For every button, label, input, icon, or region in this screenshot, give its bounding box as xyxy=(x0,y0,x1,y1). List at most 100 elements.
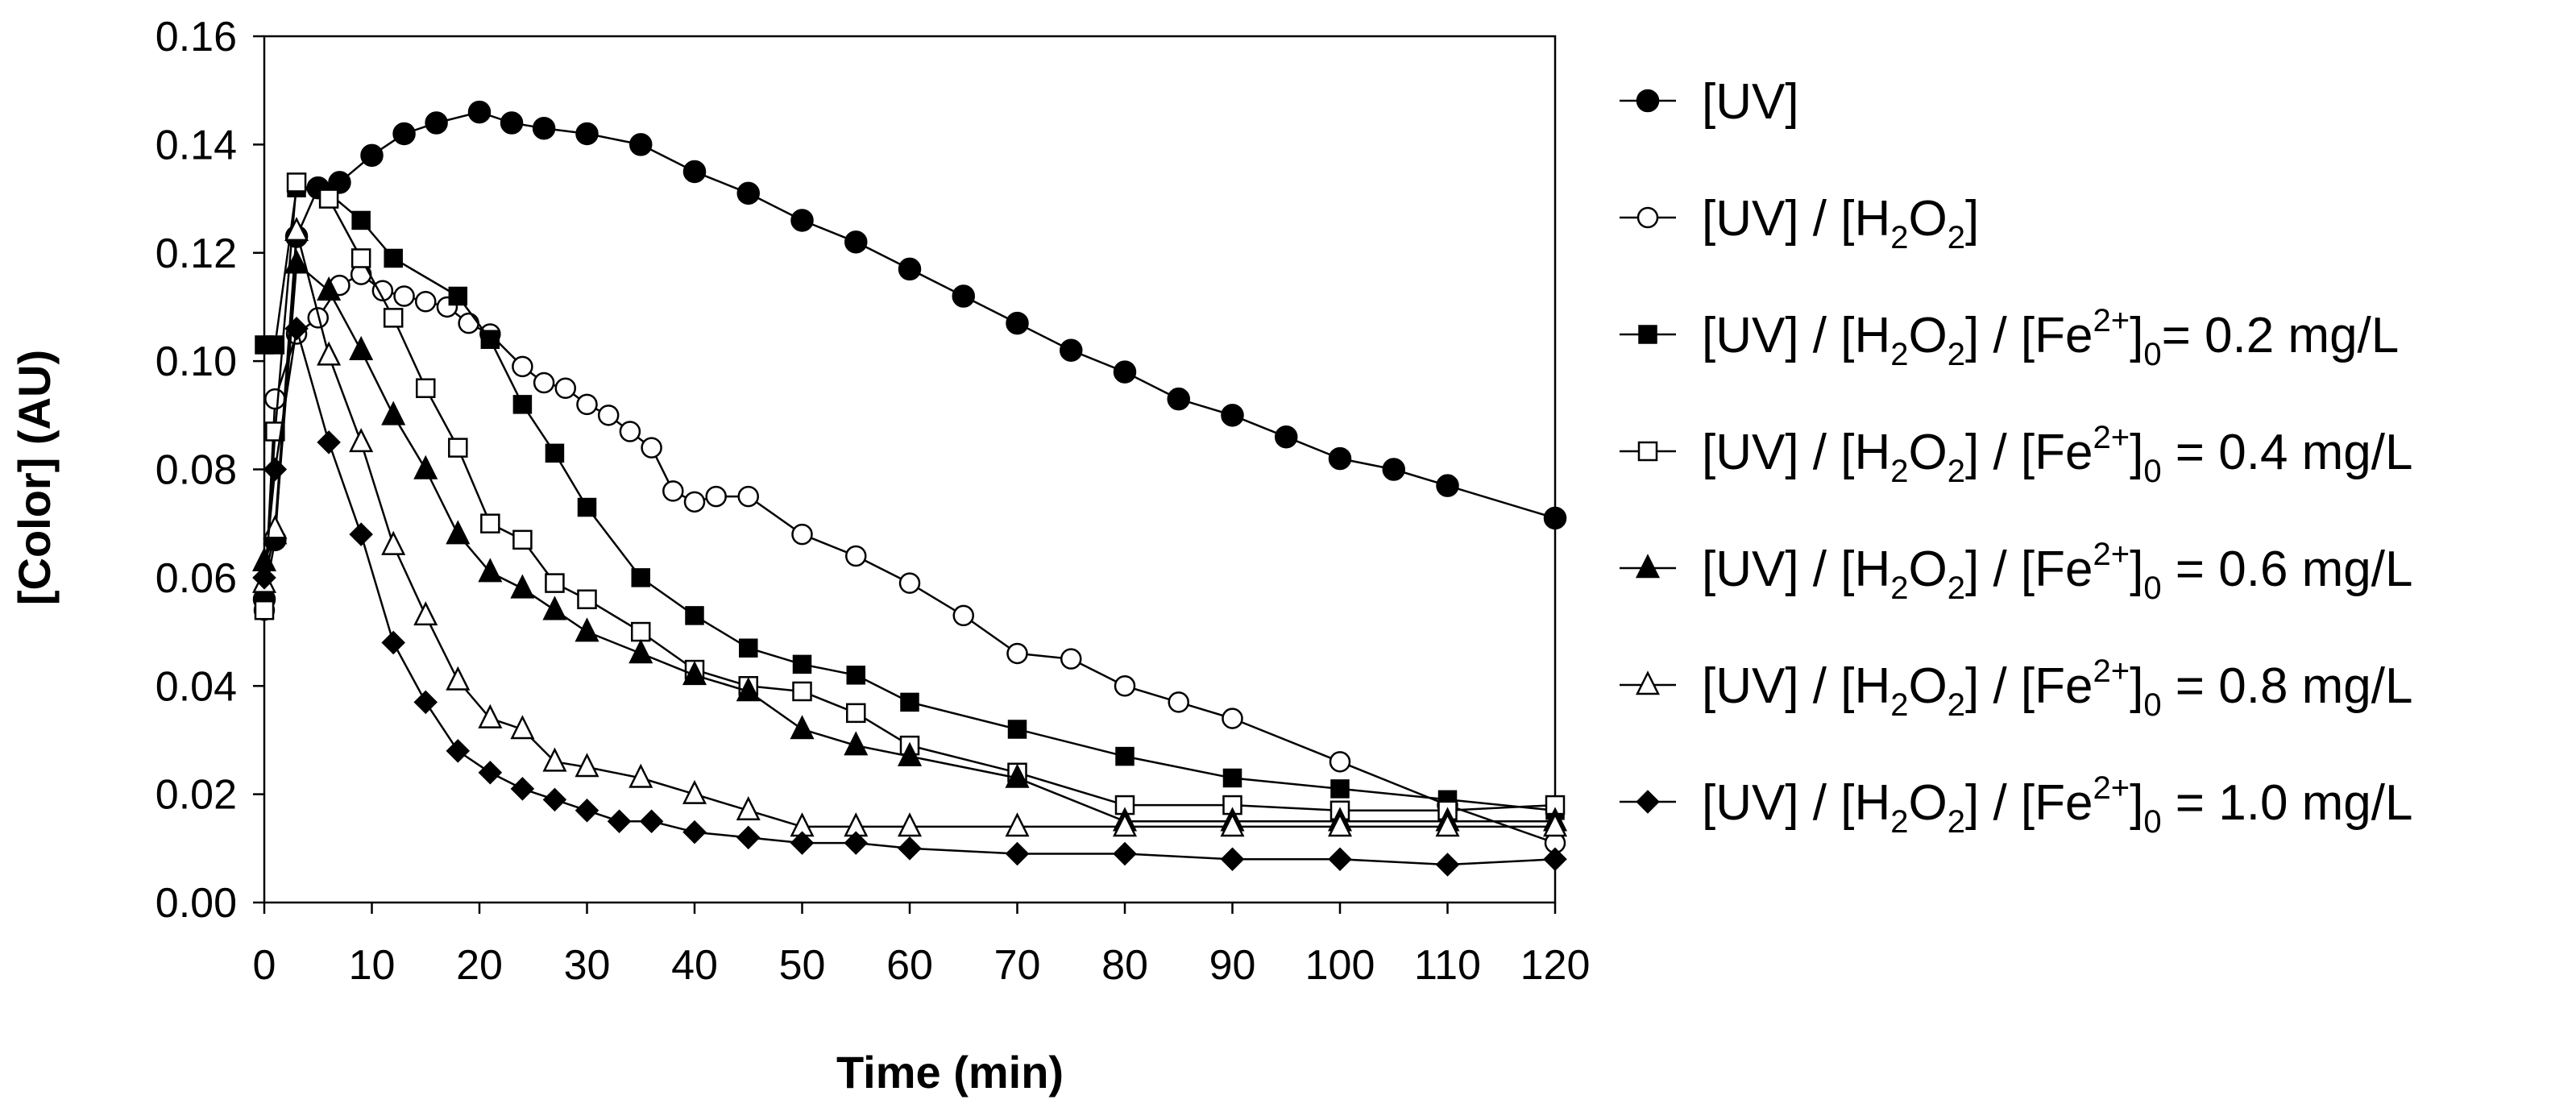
data-point xyxy=(628,763,653,788)
data-point xyxy=(641,437,662,459)
data-point xyxy=(1220,812,1245,837)
legend-label-part: 2 xyxy=(1948,687,1965,723)
data-point xyxy=(1222,708,1243,729)
legend-label-part: ] / [Fe xyxy=(1965,775,2093,831)
legend-label-part: 0 xyxy=(2143,571,2161,606)
data-point xyxy=(619,421,641,442)
legend-label: [UV] / [H2O2] / [Fe2+]0 = 0.8 mg/L xyxy=(1702,654,2413,723)
legend-label-part: 2 xyxy=(1948,571,1965,606)
legend-label-part: 2 xyxy=(1890,454,1908,489)
legend-label-part: = 0.4 mg/L xyxy=(2162,425,2413,480)
data-point xyxy=(736,181,760,205)
data-point xyxy=(790,715,815,740)
data-point xyxy=(846,703,866,724)
legend-label-part: [UV] xyxy=(1702,74,1799,130)
data-point xyxy=(844,831,869,855)
data-point xyxy=(1115,746,1135,766)
y-tick-label: 0.14 xyxy=(156,122,237,168)
data-point xyxy=(898,836,922,861)
series-line xyxy=(263,327,1556,866)
data-point xyxy=(631,621,651,642)
data-point xyxy=(317,430,341,454)
data-point xyxy=(683,491,706,513)
data-point xyxy=(628,639,653,664)
legend-label-part: = 0.8 mg/L xyxy=(2162,658,2413,714)
legend-label-part: 0 xyxy=(2143,454,2161,489)
data-point xyxy=(631,568,650,587)
legend-label: [UV] / [H2O2] / [Fe2+]0 = 0.4 mg/L xyxy=(1702,420,2413,489)
data-point xyxy=(846,666,865,685)
legend-marker xyxy=(1635,554,1661,579)
data-point xyxy=(478,703,503,728)
legend-item: [UV] / [H2O2] / [Fe2+]0= 0.2 mg/L xyxy=(1620,303,2399,372)
legend-label-part: O xyxy=(1909,191,1948,247)
data-point xyxy=(1167,387,1190,411)
data-point xyxy=(1330,779,1350,799)
x-tick-label: 120 xyxy=(1520,942,1591,989)
data-point xyxy=(1328,446,1352,471)
data-point xyxy=(662,480,684,502)
legend-label-part: ] xyxy=(2130,542,2143,597)
data-point xyxy=(897,812,923,837)
data-point xyxy=(1543,847,1567,872)
data-point xyxy=(371,280,394,302)
legend-marker xyxy=(1636,790,1660,814)
data-point xyxy=(1382,458,1405,481)
x-tick-label: 20 xyxy=(456,942,503,989)
x-tick-label: 70 xyxy=(994,942,1041,989)
data-point xyxy=(265,335,285,355)
legend-label-part: 2 xyxy=(1948,454,1965,489)
data-point xyxy=(1222,768,1242,788)
data-point xyxy=(349,335,374,360)
data-point xyxy=(413,690,438,715)
data-point xyxy=(446,520,471,545)
legend-label-part: 2 xyxy=(1948,804,1965,840)
legend-label-part: 2 xyxy=(1948,220,1965,255)
legend-label-part: 2 xyxy=(1890,571,1908,606)
data-point xyxy=(1542,812,1568,837)
legend-label-part: ] xyxy=(2130,658,2143,714)
legend-marker xyxy=(1638,325,1657,344)
data-point xyxy=(446,739,471,763)
data-point xyxy=(284,317,309,341)
data-point xyxy=(1113,841,1137,866)
data-point xyxy=(317,341,342,366)
legend-label-part: [UV] / [H xyxy=(1702,542,1890,597)
data-point xyxy=(478,558,503,583)
legend-marker xyxy=(1635,670,1661,695)
data-point xyxy=(467,100,492,124)
data-point xyxy=(682,661,707,686)
legend-label: [UV] / [H2O2] / [Fe2+]0 = 0.6 mg/L xyxy=(1702,537,2413,606)
data-point xyxy=(545,443,565,463)
data-point xyxy=(705,485,727,508)
data-point xyxy=(413,601,438,626)
data-point xyxy=(1006,642,1028,665)
data-point xyxy=(952,284,975,308)
legend-label-part: O xyxy=(1909,775,1948,831)
legend-label-part: ] / [Fe xyxy=(1965,542,2093,597)
data-point xyxy=(1114,675,1136,697)
data-point xyxy=(575,122,599,146)
data-point xyxy=(351,248,371,268)
data-point xyxy=(480,330,500,349)
data-point xyxy=(360,143,384,168)
data-point xyxy=(416,378,436,398)
data-point xyxy=(425,111,448,135)
data-point xyxy=(1168,691,1189,713)
legend-label-part: ] xyxy=(2130,775,2143,831)
data-point xyxy=(952,604,974,627)
legend-label-part: 2+ xyxy=(2093,770,2130,806)
data-point xyxy=(737,485,759,508)
data-point xyxy=(458,312,479,334)
legend-label-part: 2+ xyxy=(2093,654,2130,689)
legend-label-part: = 0.2 mg/L xyxy=(2162,308,2400,363)
data-point xyxy=(1113,360,1137,384)
data-point xyxy=(448,286,468,306)
legend-marker xyxy=(1636,206,1659,229)
legend-label-part: ] / [Fe xyxy=(1965,425,2093,480)
data-point xyxy=(844,731,869,756)
legend-label-part: 2+ xyxy=(2093,537,2130,572)
data-point xyxy=(264,388,286,410)
data-point xyxy=(897,741,923,766)
